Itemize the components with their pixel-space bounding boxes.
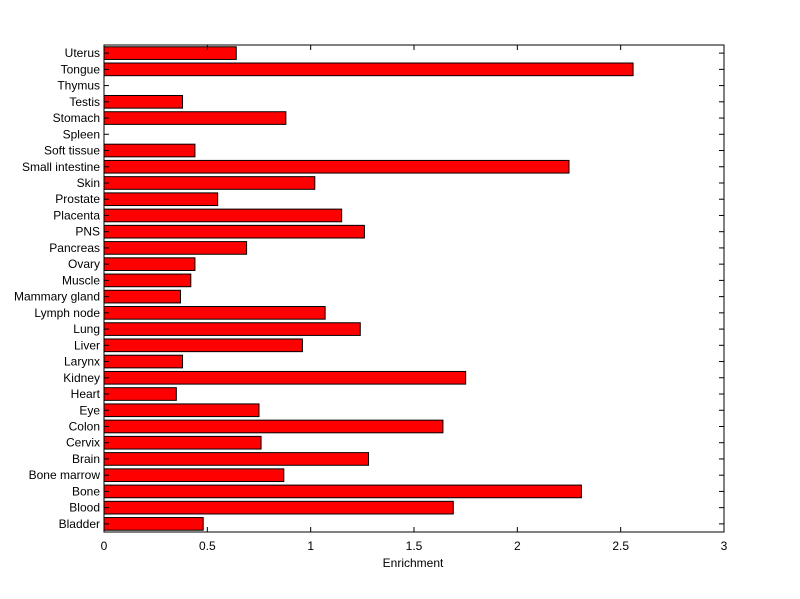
bar-lung <box>103 322 361 336</box>
y-tick-label-skin: Skin <box>77 176 100 190</box>
y-tick-label-eye: Eye <box>79 403 100 417</box>
bar-liver <box>103 338 303 353</box>
bar-prostate <box>103 192 219 207</box>
y-tick-label-tongue: Tongue <box>61 62 101 76</box>
bar-blood <box>103 500 454 515</box>
bar-larynx <box>103 354 184 369</box>
y-tick-label-soft-tissue: Soft tissue <box>44 144 100 158</box>
y-tick-label-muscle: Muscle <box>62 273 100 287</box>
bar-soft-tissue <box>103 143 196 158</box>
bar-stomach <box>103 111 287 125</box>
bar-placenta <box>103 208 343 223</box>
bar-mammary-gland <box>103 289 181 304</box>
x-axis-title: Enrichment <box>383 556 444 570</box>
y-tick-label-mammary-gland: Mammary gland <box>14 290 100 304</box>
bar-small-intestine <box>103 159 570 174</box>
y-tick-label-uterus: Uterus <box>65 46 100 60</box>
y-tick-label-small-intestine: Small intestine <box>22 160 100 174</box>
bar-pancreas <box>103 241 248 255</box>
y-tick-label-ovary: Ovary <box>68 257 100 271</box>
bar-eye <box>103 403 260 418</box>
y-tick-label-stomach: Stomach <box>53 111 100 125</box>
y-tick-label-cervix: Cervix <box>66 436 100 450</box>
bar-bladder <box>103 517 204 531</box>
bar-pns <box>103 224 365 239</box>
y-tick-label-placenta: Placenta <box>53 208 100 222</box>
y-tick-label-heart: Heart <box>71 387 101 401</box>
y-tick-label-bone-marrow: Bone marrow <box>29 468 101 482</box>
bar-testis <box>103 94 184 109</box>
y-tick-label-blood: Blood <box>69 501 100 515</box>
y-tick-label-colon: Colon <box>69 419 100 433</box>
x-tick-label: 1 <box>307 539 314 553</box>
y-tick-label-lung: Lung <box>73 322 100 336</box>
bar-tongue <box>103 62 634 77</box>
x-tick-label: 3 <box>721 539 728 553</box>
bar-muscle <box>103 273 192 288</box>
plot-area <box>104 45 724 532</box>
y-tick-label-bone: Bone <box>72 484 100 498</box>
y-tick-label-kidney: Kidney <box>63 371 100 385</box>
y-tick-label-thymus: Thymus <box>57 79 100 93</box>
bar-kidney <box>103 370 467 385</box>
y-tick-label-lymph-node: Lymph node <box>34 306 100 320</box>
x-tick-label: 0.5 <box>199 539 216 553</box>
x-tick-label: 1.5 <box>406 539 423 553</box>
y-tick-label-brain: Brain <box>72 452 100 466</box>
bar-bone <box>103 484 582 499</box>
y-tick-label-spleen: Spleen <box>63 127 100 141</box>
y-tick-label-liver: Liver <box>74 338 100 352</box>
y-tick-label-prostate: Prostate <box>55 192 100 206</box>
y-tick-label-bladder: Bladder <box>59 517 100 531</box>
x-tick-label: 2 <box>514 539 521 553</box>
bar-colon <box>103 419 444 434</box>
y-ticks-group: Bladder Blood Bone Bone marrow Brain Cervix Co… <box>14 46 724 531</box>
y-tick-label-larynx: Larynx <box>64 355 100 369</box>
bar-lymph-node <box>103 306 326 320</box>
bar-ovary <box>103 257 196 271</box>
bar-bone-marrow <box>103 468 285 483</box>
y-tick-label-pancreas: Pancreas <box>49 241 100 255</box>
y-tick-label-pns: PNS <box>75 225 100 239</box>
bar-uterus <box>103 46 237 60</box>
bar-skin <box>103 176 316 190</box>
bar-cervix <box>103 435 262 450</box>
plot-frame <box>103 44 725 533</box>
bar-brain <box>103 452 370 466</box>
y-tick-label-testis: Testis <box>69 95 100 109</box>
bar-heart <box>103 387 177 401</box>
x-tick-label: 2.5 <box>612 539 629 553</box>
x-tick-label: 0 <box>101 539 108 553</box>
